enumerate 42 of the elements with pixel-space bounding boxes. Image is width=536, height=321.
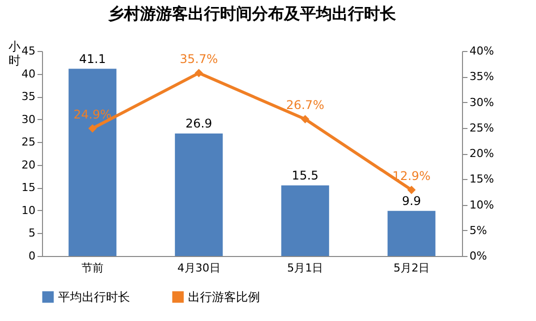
data-label: 26.7% [286,98,324,112]
x-tick-label: 节前 [82,262,104,274]
data-label: 41.1 [79,52,106,66]
x-tick-label: 5月2日 [393,262,430,274]
y2-tick-label: 15% [470,172,494,186]
y-tick-label: 5 [28,226,36,240]
y2-tick-label: 35% [470,70,494,84]
y-tick-label: 20 [22,158,36,172]
y-tick-label: 25 [22,136,36,149]
data-label: 26.9 [185,116,212,130]
y2-tick-label: 20% [470,147,494,160]
legend-label: 出行游客比例 [188,290,260,304]
bar [388,210,436,256]
y-tick-label: 10 [22,204,36,217]
point [407,186,416,194]
data-label: 35.7% [180,52,218,66]
y2-tick-label: 10% [470,198,494,212]
point [300,114,310,124]
x-tick-label: 4月30日 [177,262,220,274]
data-label: 15.5 [292,168,319,182]
data-label: 24.9% [73,107,112,122]
chart-title: 乡村游游客出行时间分布及平均出行时长 [108,4,397,23]
y-tick-label: 30 [22,112,36,126]
y2-tick-label: 30% [470,96,494,109]
x-tick-label: 5月1日 [287,262,324,274]
bar [174,133,223,256]
y-tick-label: 0 [28,250,36,262]
bar [281,185,330,256]
legend-label: 平均出行时长 [58,290,130,304]
bar [68,68,116,256]
point [194,68,204,78]
y2-tick-label: 25% [470,121,494,134]
y-axis-title: 小时 [8,40,20,68]
data-label: 9.9 [402,194,422,208]
y-tick-label: 45 [22,44,36,58]
y-tick-label: 15 [22,181,36,194]
y-tick-label: 40 [22,67,36,80]
y2-tick-label: 0% [470,250,487,262]
y2-tick-label: 40% [470,44,494,58]
point [88,124,97,133]
y-tick-label: 35 [22,90,36,104]
y2-tick-label: 5% [470,224,487,237]
